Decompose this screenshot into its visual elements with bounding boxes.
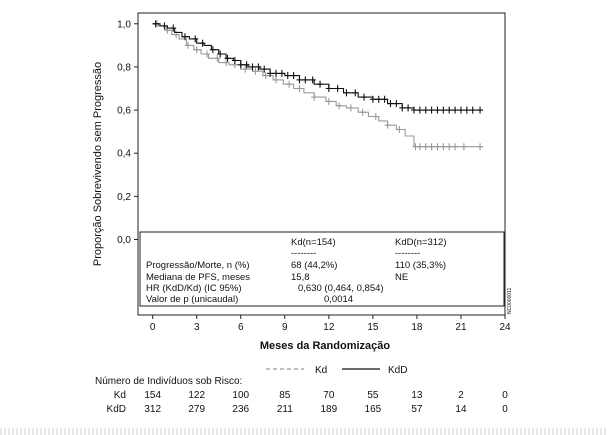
risk-value: 279 bbox=[188, 404, 206, 415]
stats-row-kdd: NE bbox=[395, 272, 408, 283]
stats-separator-kd: -------- bbox=[291, 248, 316, 259]
risk-value: 2 bbox=[458, 390, 464, 401]
risk-value: 70 bbox=[323, 390, 335, 401]
risk-value: 122 bbox=[188, 390, 206, 401]
y-tick-label: 0,0 bbox=[117, 235, 131, 246]
risk-value: 100 bbox=[232, 390, 250, 401]
risk-row-kd: Kd 154 122 100 85 70 55 13 2 0 bbox=[0, 390, 607, 404]
risk-value: 165 bbox=[364, 404, 382, 415]
y-axis-label: Proporção Sobrevivendo sem Progressão bbox=[92, 62, 104, 266]
stats-box bbox=[139, 231, 505, 307]
risk-value: 0 bbox=[502, 390, 508, 401]
x-tick-label: 24 bbox=[499, 322, 511, 333]
risk-row-label: KdD bbox=[106, 404, 126, 415]
risk-value: 13 bbox=[411, 390, 423, 401]
risk-value: 85 bbox=[279, 390, 291, 401]
bottom-rule bbox=[0, 428, 607, 435]
stats-row-label: HR (KdD/Kd) (IC 95%) bbox=[146, 283, 242, 294]
risk-value: 55 bbox=[367, 390, 379, 401]
stats-row-label: Valor de p (unicaudal) bbox=[146, 294, 238, 305]
stats-separator-kdd: -------- bbox=[395, 248, 420, 259]
x-tick-label: 15 bbox=[367, 322, 379, 333]
y-tick-label: 0,4 bbox=[117, 149, 131, 160]
stats-row-kd: 68 (44,2%) bbox=[291, 260, 337, 271]
risk-value: 14 bbox=[455, 404, 467, 415]
risk-value: 211 bbox=[276, 404, 293, 415]
legend-label-kd: Kd bbox=[315, 365, 327, 376]
plot-area bbox=[137, 12, 506, 316]
risk-value: 189 bbox=[320, 404, 338, 415]
x-tick-label: 3 bbox=[194, 322, 200, 333]
risk-value: 154 bbox=[144, 390, 162, 401]
x-axis-label: Meses da Randomização bbox=[260, 340, 390, 352]
stats-header-kdd: KdD(n=312) bbox=[395, 237, 447, 248]
stats-row-kdd: 110 (35,3%) bbox=[395, 260, 446, 271]
risk-table-title: Número de Indivíduos sob Risco: bbox=[95, 376, 243, 387]
x-tick-label: 9 bbox=[282, 322, 288, 333]
y-tick-label: 0,2 bbox=[117, 192, 131, 203]
risk-row-kdd: KdD 312 279 236 211 189 165 57 14 0 bbox=[0, 404, 607, 418]
x-tick-label: 18 bbox=[411, 322, 423, 333]
risk-value: 312 bbox=[144, 404, 162, 415]
x-tick-label: 0 bbox=[150, 322, 156, 333]
y-tick-label: 0,8 bbox=[117, 62, 131, 73]
y-tick-label: 1,0 bbox=[117, 19, 131, 30]
risk-value: 57 bbox=[411, 404, 423, 415]
legend-label-kdd: KdD bbox=[388, 365, 407, 376]
side-code: NC0000011 bbox=[507, 287, 513, 314]
stats-row-label: Progressão/Morte, n (%) bbox=[146, 260, 249, 271]
stats-header-kd: Kd(n=154) bbox=[291, 237, 336, 248]
risk-row-label: Kd bbox=[113, 390, 126, 401]
stats-row-kd: 0,0014 bbox=[324, 294, 353, 305]
risk-value: 0 bbox=[502, 404, 508, 415]
x-tick-label: 21 bbox=[455, 322, 467, 333]
axis-ticks: 0 3 6 9 12 15 18 21 24 0,0 0,2 0,4 0,6 0,8 1,0 bbox=[117, 19, 511, 333]
stats-row-kd: 15,8 bbox=[291, 272, 310, 283]
y-tick-label: 0,6 bbox=[117, 106, 131, 117]
stats-row-kd: 0,630 (0,464, 0,854) bbox=[298, 283, 384, 294]
stats-row-label: Mediana de PFS, meses bbox=[146, 272, 250, 283]
series-layer bbox=[152, 20, 484, 151]
x-tick-label: 12 bbox=[323, 322, 335, 333]
x-tick-label: 6 bbox=[238, 322, 244, 333]
km-chart: 0 3 6 9 12 15 18 21 24 0,0 0,2 0,4 0,6 0,8 1,0 Proporç… bbox=[92, 12, 513, 376]
risk-value: 236 bbox=[232, 404, 250, 415]
